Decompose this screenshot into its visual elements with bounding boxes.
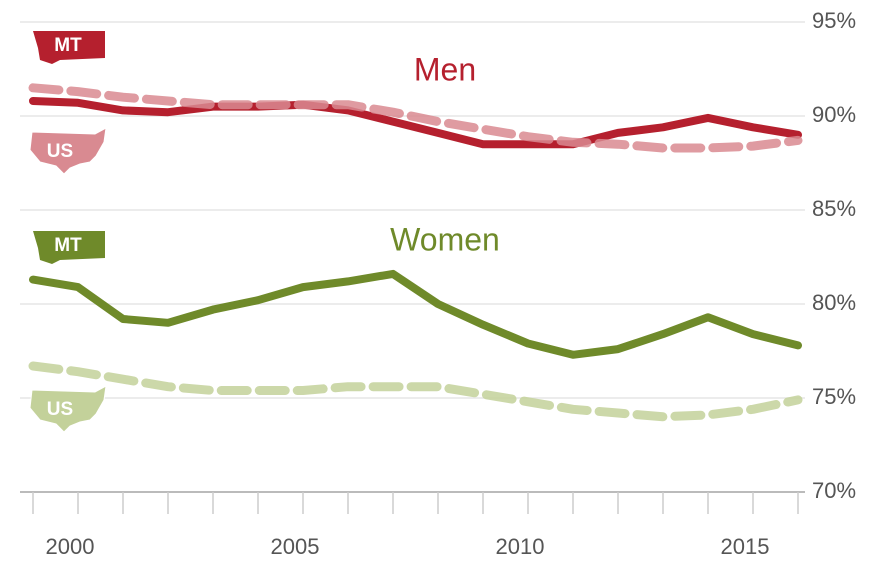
y-tick-label: 70% bbox=[812, 478, 856, 503]
series-line bbox=[28, 361, 803, 422]
mt-badge bbox=[33, 231, 105, 264]
legend-label: MT bbox=[54, 35, 82, 56]
y-tick-label: 75% bbox=[812, 384, 856, 409]
series-line bbox=[28, 83, 803, 153]
x-tick-label: 2005 bbox=[271, 534, 320, 559]
series-line bbox=[29, 97, 802, 149]
y-tick-label: 90% bbox=[812, 102, 856, 127]
y-tick-label: 80% bbox=[812, 290, 856, 315]
legend-label: US bbox=[47, 399, 73, 420]
y-tick-label: 95% bbox=[812, 8, 856, 33]
us-badge bbox=[29, 127, 107, 175]
mt-badge bbox=[33, 31, 105, 64]
x-tick-label: 2010 bbox=[496, 534, 545, 559]
annotation: Men bbox=[414, 51, 476, 87]
series-line bbox=[29, 269, 802, 359]
x-tick-label: 2015 bbox=[721, 534, 770, 559]
legend-label: US bbox=[47, 141, 73, 162]
x-tick-label: 2000 bbox=[46, 534, 95, 559]
y-tick-label: 85% bbox=[812, 196, 856, 221]
annotation: Women bbox=[390, 221, 500, 257]
legend-label: MT bbox=[54, 235, 82, 256]
us-badge bbox=[29, 385, 107, 433]
